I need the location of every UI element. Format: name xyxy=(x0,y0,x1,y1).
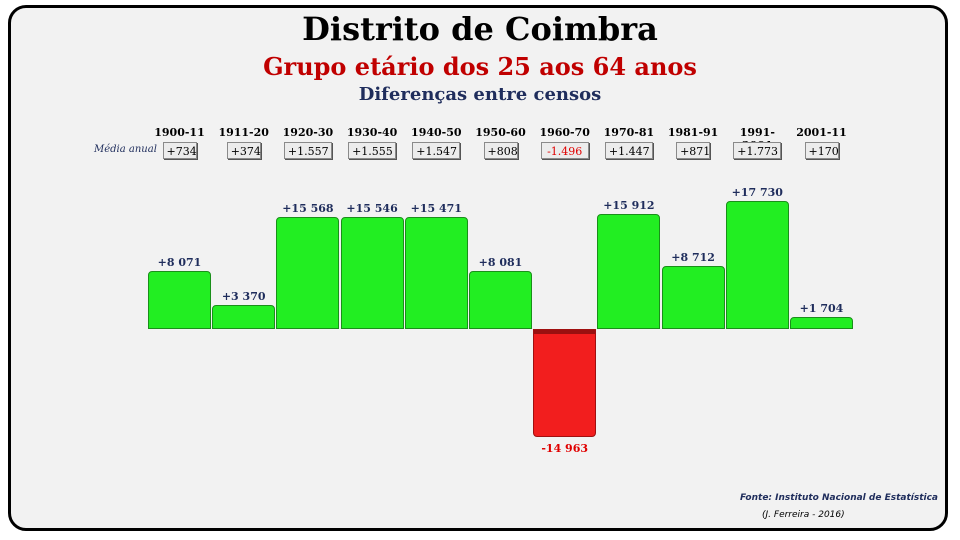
annual-average-value: +1.773 xyxy=(733,142,782,159)
source-note: Fonte: Instituto Nacional de Estatística xyxy=(739,493,938,503)
chart-subtitle-secondary: Diferenças entre censos xyxy=(358,84,602,105)
bar xyxy=(404,217,468,329)
bar xyxy=(148,270,211,329)
bar xyxy=(597,214,661,329)
annual-average-label: Média anual xyxy=(94,144,157,155)
data-label: +1 704 xyxy=(799,301,844,315)
period-label: 1911-20 xyxy=(218,126,269,139)
period-label: 1960-70 xyxy=(539,126,590,139)
annual-average-value: +871 xyxy=(676,142,710,159)
period-label: 1940-50 xyxy=(411,126,462,139)
annual-average-value: +1.557 xyxy=(283,142,332,159)
annual-average-value: +1.555 xyxy=(348,142,397,159)
annual-average-value: -1.496 xyxy=(540,142,589,159)
data-label: +15 546 xyxy=(346,201,398,215)
period-label: 1950-60 xyxy=(475,126,526,139)
data-label: +15 568 xyxy=(282,201,334,215)
chart-title: Distrito de Coimbra xyxy=(302,10,658,48)
bar xyxy=(212,304,276,329)
bar xyxy=(790,316,853,329)
period-label: 1981-91 xyxy=(667,126,719,139)
data-label: -14 963 xyxy=(541,442,589,456)
annual-average-value: +1.547 xyxy=(412,142,461,159)
data-label: +8 712 xyxy=(671,251,715,265)
bar xyxy=(276,216,340,329)
data-label: +3 370 xyxy=(221,289,266,303)
bar xyxy=(469,270,532,329)
annual-average-value: +374 xyxy=(226,142,261,159)
bar xyxy=(533,329,597,438)
data-label: +8 081 xyxy=(478,255,523,269)
bar xyxy=(340,216,404,329)
chart-frame xyxy=(8,5,948,531)
period-label: 1900-11 xyxy=(154,126,205,139)
annual-average-value: +170 xyxy=(804,142,839,159)
data-label: +15 471 xyxy=(410,202,462,216)
author-credit: (J. Ferreira - 2016) xyxy=(762,510,845,520)
data-label: +8 071 xyxy=(157,255,202,269)
annual-average-value: +734 xyxy=(162,142,197,159)
data-label: +15 912 xyxy=(603,199,655,213)
period-label: 1920-30 xyxy=(282,126,334,139)
bar xyxy=(661,266,725,329)
annual-average-value: +808 xyxy=(483,142,518,159)
data-label: +17 730 xyxy=(731,186,783,199)
annual-average-value: +1.447 xyxy=(604,142,653,159)
chart-subtitle: Grupo etário dos 25 aos 64 anos xyxy=(263,52,697,81)
period-label: 1970-81 xyxy=(603,126,655,139)
bar xyxy=(725,201,789,329)
period-label: 1930-40 xyxy=(346,126,398,139)
period-label: 2001-11 xyxy=(796,126,847,139)
